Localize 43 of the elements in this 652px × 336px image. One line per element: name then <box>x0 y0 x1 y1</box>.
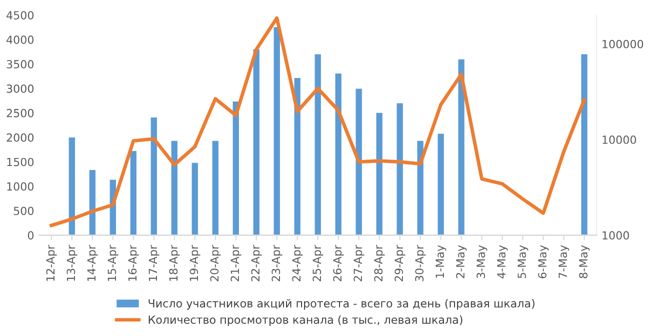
x-tick-label: 2-May <box>456 245 467 278</box>
x-tick-label: 16-Apr <box>128 244 139 281</box>
x-tick-label: 17-Apr <box>148 244 160 281</box>
x-tick-label: 24-Apr <box>292 244 303 282</box>
y-tick-label: 3000 <box>6 84 34 93</box>
x-tick-label: 18-Apr <box>169 244 180 281</box>
x-tick-label: 3-May <box>476 245 488 278</box>
x-tick-label: 12-Apr <box>46 244 57 281</box>
x-tick-label: 1-May <box>436 245 446 278</box>
x-tick-label: 30-Apr <box>415 244 426 282</box>
y-tick-label: 0 <box>28 231 34 240</box>
x-tick-label: 20-Apr <box>210 244 221 282</box>
y-tick-label: 500 <box>14 206 34 216</box>
legend-label: Число участников акций протеста - всего за день (правая шкала) <box>148 298 534 310</box>
y-tick-label: 1000 <box>7 182 34 191</box>
x-tick-label: 19-Apr <box>190 244 200 281</box>
x-tick-label: 28-Apr <box>374 244 385 282</box>
x-tick-label: 21-Apr <box>230 244 242 282</box>
x-tick-label: 7-May <box>558 245 570 278</box>
y-tick-label: 2500 <box>6 108 34 118</box>
x-tick-label: 22-Apr <box>251 244 262 282</box>
y-tick-label: 4500 <box>6 11 34 20</box>
x-tick-label: 6-May <box>538 245 549 278</box>
x-tick-label: 29-Apr <box>394 244 406 282</box>
y-tick-label: 3500 <box>6 60 34 68</box>
x-tick-label: 4-May <box>497 245 508 278</box>
x-tick-label: 23-Apr <box>272 244 282 282</box>
x-tick-label: 26-Apr <box>333 244 344 282</box>
x-tick-label: 8-May <box>579 245 590 278</box>
y2-tick-label: 1000 <box>602 231 629 240</box>
y-tick-label: 2000 <box>6 133 34 142</box>
x-tick-label: 13-Apr <box>66 244 78 281</box>
x-tick-label: 14-Apr <box>87 244 98 281</box>
y-tick-label: 1500 <box>7 158 34 166</box>
y2-tick-label: 10000 <box>602 136 636 144</box>
x-tick-label: 5-May <box>518 245 528 278</box>
y2-tick-label: 100000 <box>602 40 644 48</box>
x-tick-label: 15-Apr <box>108 244 118 281</box>
x-tick-label: 25-Apr <box>312 244 324 282</box>
line-series <box>50 16 586 228</box>
x-tick-label: 27-Apr <box>354 244 364 282</box>
legend-label: Количество просмотров канала (в тыс., левая шкала) <box>148 315 462 326</box>
y-tick-label: 4000 <box>6 36 34 44</box>
